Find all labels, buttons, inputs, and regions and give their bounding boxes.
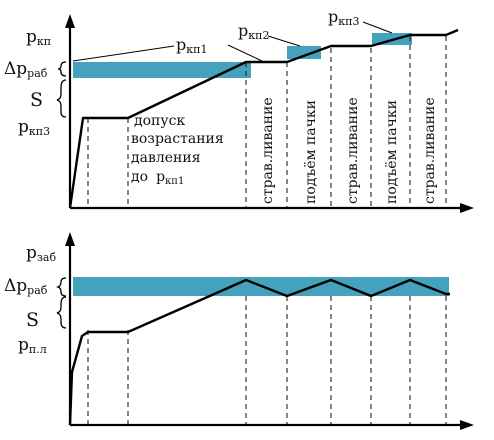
leader-kp3 [362,21,393,34]
top-pkp3-label: ркп3 [328,7,359,28]
top-y-label: ркп [26,27,51,48]
top-y-arrow [65,14,75,28]
top-x-arrow [460,203,474,213]
leader-kp2 [267,35,301,47]
bottom-chart: рзаб Δрраб S рп.л [4,232,474,430]
stage-label-1: страв.ливание [260,97,276,204]
top-working-band [73,62,251,78]
bottom-ppl-label: рп.л [18,335,47,356]
top-chart: ркп Δрраб S ркп3 ркп1 ркп2 ркп3 допуск в… [4,7,474,213]
top-pkp3-left: ркп3 [18,117,50,138]
stage-label-2: подъём пачки [303,100,319,204]
top-pkp1-label: ркп1 [176,35,207,56]
leader-kp1-right [227,44,263,62]
tolerance-note: допуск возрастания давления до ркп1 [131,113,224,187]
bottom-x-arrow [460,420,474,430]
top-pkp2-label: ркп2 [238,21,269,42]
bottom-pressure-curve [68,278,450,426]
bottom-delta-brace [55,277,67,297]
note-line-1: допуск [134,113,185,129]
top-delta-brace [57,61,67,77]
bottom-y-label: рзаб [26,243,56,264]
note-line-4: до ркп1 [131,169,184,187]
bottom-y-arrow [65,232,75,246]
note-line-3: давления [131,150,201,166]
bottom-s-brace [56,296,67,329]
bottom-delta-label: Δрраб [4,276,48,297]
top-pressure-curve [68,28,459,209]
leader-kp1-left [72,45,175,62]
note-line-2: возрастания [131,131,224,147]
top-s-label: S [30,89,43,111]
stage-label-4: подъём пачки [384,100,400,204]
top-delta-label: Δрраб [4,59,48,80]
stage-label-3: страв.ливание [345,97,361,204]
stage-label-5: страв.ливание [422,97,438,204]
bottom-s-label: S [26,309,39,331]
top-s-brace [56,79,67,118]
top-band-kp2 [287,46,321,59]
